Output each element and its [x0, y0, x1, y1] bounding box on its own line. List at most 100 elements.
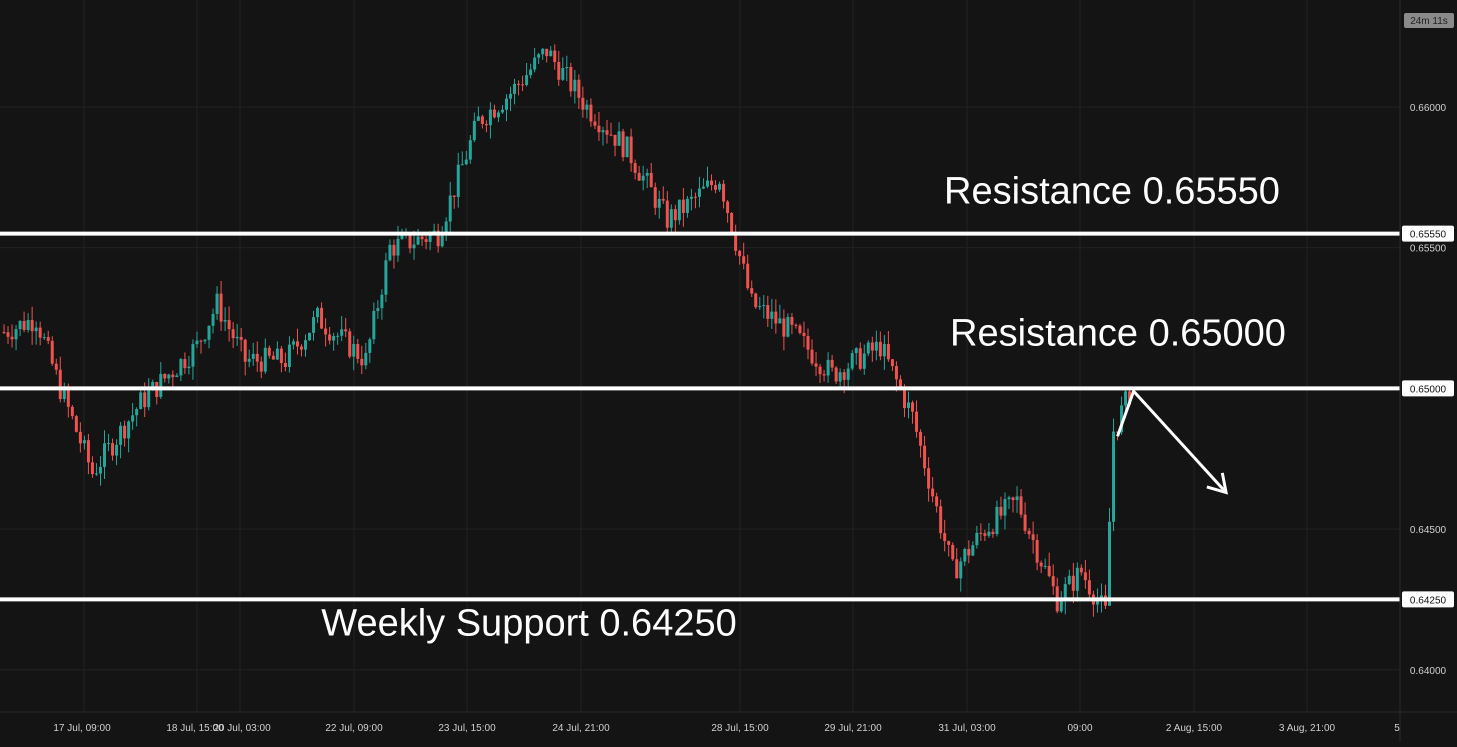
- level-annotation: Weekly Support 0.64250: [321, 602, 736, 644]
- candle-body: [255, 353, 259, 362]
- candle-body: [320, 307, 324, 329]
- candle-body: [858, 348, 862, 369]
- x-tick-label: 28 Jul, 15:00: [711, 723, 769, 734]
- candle-body: [179, 359, 183, 376]
- candle-body: [585, 104, 589, 110]
- annotations: Resistance 0.65550 Resistance 0.65000 Week…: [321, 171, 1286, 645]
- candle-body: [50, 340, 54, 364]
- candle-body: [557, 61, 561, 80]
- candle-body: [1083, 572, 1087, 581]
- candle-body: [609, 134, 613, 136]
- candle-body: [308, 332, 312, 341]
- candle-body: [1035, 539, 1039, 563]
- candle-body: [295, 341, 299, 347]
- candle-body: [94, 473, 98, 475]
- candle-body: [436, 230, 440, 247]
- candle-body: [907, 402, 910, 409]
- candle-body: [573, 79, 577, 92]
- candle-body: [279, 348, 283, 364]
- candle-body: [782, 318, 786, 337]
- projection-path: [1116, 388, 1228, 494]
- candle-body: [468, 140, 472, 160]
- x-tick-label: 24 Jul, 21:00: [552, 723, 610, 734]
- candle-body: [488, 109, 492, 126]
- candle-body: [838, 372, 842, 382]
- x-tick-label: 20 Jul, 03:00: [213, 723, 271, 734]
- x-tick-label: 23 Jul, 15:00: [438, 723, 496, 734]
- candle-body: [943, 533, 947, 542]
- candle-body: [915, 411, 919, 432]
- candle-body: [291, 341, 295, 345]
- candle-body: [1095, 599, 1099, 605]
- candle-body: [818, 366, 822, 375]
- level-price-tag: [1402, 225, 1454, 242]
- candle-body: [541, 48, 545, 55]
- candle-body: [577, 79, 581, 98]
- candle-body: [227, 320, 231, 330]
- candle-body: [107, 443, 111, 445]
- candle-body: [1007, 497, 1011, 500]
- candle-body: [689, 196, 693, 199]
- candle-body: [959, 561, 963, 579]
- candle-body: [878, 341, 882, 357]
- candle-body: [1079, 567, 1083, 573]
- candle-body: [513, 83, 517, 94]
- candle-body: [553, 50, 557, 62]
- candle-body: [135, 409, 139, 416]
- candle-body: [1112, 431, 1116, 522]
- candle-body: [103, 443, 106, 467]
- candle-body: [794, 324, 798, 326]
- candle-body: [1011, 497, 1015, 501]
- candle-body: [2, 332, 6, 334]
- candle-body: [1124, 391, 1128, 406]
- candle-body: [1108, 521, 1111, 606]
- candle-body: [348, 331, 352, 357]
- candle-body: [444, 221, 448, 235]
- y-tick-label: 0.65500: [1410, 244, 1447, 255]
- candle-body: [1059, 600, 1063, 612]
- candle-body: [34, 327, 38, 332]
- candle-body: [894, 366, 898, 380]
- price-axis[interactable]: 0.65550 0.65000 0.64250 0.66000 0.65500 0.645…: [1402, 103, 1454, 677]
- candle-body: [649, 172, 653, 188]
- candle-body: [931, 488, 935, 497]
- candle-body: [645, 172, 649, 176]
- candle-body: [392, 244, 396, 256]
- candle-body: [119, 425, 123, 445]
- candle-body: [416, 236, 420, 245]
- candle-body: [706, 180, 709, 187]
- candle-body: [424, 239, 428, 242]
- candle-body: [263, 347, 267, 372]
- candle-body: [509, 93, 513, 99]
- candle-body: [167, 374, 171, 379]
- candle-body: [239, 336, 243, 340]
- candle-body: [496, 112, 500, 118]
- level-annotation: Resistance 0.65550: [944, 171, 1280, 213]
- candle-body: [529, 69, 533, 76]
- y-tick-label: 0.64500: [1410, 525, 1447, 536]
- candle-body: [714, 185, 718, 190]
- level-price-tag-text: 0.64250: [1410, 595, 1447, 606]
- candle-body: [677, 199, 681, 221]
- candle-body: [408, 233, 412, 249]
- candle-body: [42, 337, 46, 339]
- candle-body: [814, 363, 818, 367]
- candle-body: [1039, 562, 1043, 567]
- candle-body: [834, 367, 838, 382]
- candle-body: [681, 199, 685, 213]
- candle-body: [846, 368, 850, 380]
- candle-body: [372, 311, 376, 340]
- candle-body: [1067, 575, 1071, 585]
- candle-body: [525, 75, 529, 85]
- x-tick-label: 31 Jul, 03:00: [938, 723, 996, 734]
- candle-body: [806, 336, 810, 350]
- candle-body: [62, 389, 66, 400]
- candle-body: [693, 196, 697, 198]
- candle-body: [147, 390, 151, 408]
- candle-body: [259, 361, 263, 372]
- candle-body: [517, 83, 521, 85]
- candle-body: [163, 373, 167, 379]
